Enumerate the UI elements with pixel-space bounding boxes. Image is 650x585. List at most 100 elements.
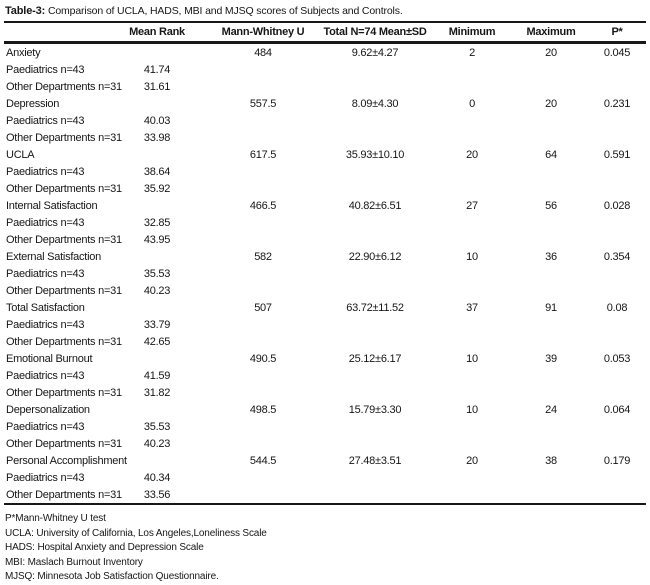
mean-rank-cell — [108, 95, 206, 112]
empty-cell — [588, 265, 646, 282]
table-row-subgroup: Other Departments n=31 43.95 — [4, 231, 646, 248]
empty-cell — [588, 231, 646, 248]
empty-cell — [588, 435, 646, 452]
mann-whitney-u-value: 490.5 — [249, 352, 277, 365]
empty-cell — [430, 469, 514, 486]
empty-cell — [206, 231, 320, 248]
empty-cell — [430, 112, 514, 129]
empty-cell — [430, 78, 514, 95]
empty-cell — [514, 418, 588, 435]
mean-rank-value: 35.53 — [143, 267, 171, 280]
subgroup-label: Other Departments n=31 — [6, 335, 122, 348]
mean-sd-value: 9.62±4.27 — [351, 46, 399, 59]
mean-sd-value: 35.93±10.10 — [345, 148, 405, 161]
p-value: 0.064 — [603, 403, 631, 416]
column-header-minimum: Minimum — [430, 22, 514, 44]
maximum-value: 20 — [545, 46, 557, 59]
mean-sd-value: 27.48±3.51 — [348, 454, 402, 467]
table-row-variable: Emotional Burnout 490.5 25.12±6.17 10 39 0.05… — [4, 350, 646, 367]
mean-rank-value: 33.56 — [143, 488, 171, 501]
table-row-variable: UCLA 617.5 35.93±10.10 20 64 0.591 — [4, 146, 646, 163]
mean-sd-value: 8.09±4.30 — [351, 97, 399, 110]
mean-rank-value: 43.95 — [143, 233, 171, 246]
variable-name: Internal Satisfaction — [6, 199, 98, 212]
mann-whitney-u-value: 466.5 — [249, 199, 277, 212]
empty-cell — [514, 367, 588, 384]
mean-rank-value: 40.34 — [143, 471, 171, 484]
table-row-variable: Anxiety 484 9.62±4.27 2 20 0.045 — [4, 43, 646, 62]
mean-sd-value: 22.90±6.12 — [348, 250, 402, 263]
mean-rank-cell — [108, 401, 206, 418]
empty-cell — [430, 231, 514, 248]
subgroup-label: Other Departments n=31 — [6, 131, 122, 144]
empty-cell — [430, 163, 514, 180]
table-row-subgroup: Other Departments n=31 33.56 — [4, 486, 646, 504]
empty-cell — [430, 435, 514, 452]
table-row-subgroup: Paediatrics n=43 41.74 — [4, 61, 646, 78]
empty-cell — [514, 129, 588, 146]
mann-whitney-u-value: 498.5 — [249, 403, 277, 416]
variable-name: Anxiety — [6, 46, 41, 59]
table-row-subgroup: Paediatrics n=43 35.53 — [4, 265, 646, 282]
variable-name: Emotional Burnout — [6, 352, 93, 365]
mean-rank-cell — [108, 248, 206, 265]
empty-cell — [514, 265, 588, 282]
empty-cell — [320, 282, 430, 299]
empty-cell — [514, 282, 588, 299]
variable-name: Personal Accomplishment — [6, 454, 127, 467]
mean-rank-value: 38.64 — [143, 165, 171, 178]
table-header-row: Mean Rank Mann-Whitney U Total N=74 Mean±S… — [4, 22, 646, 44]
table-caption: Table-3: Comparison of UCLA, HADS, MBI a… — [4, 2, 646, 21]
empty-cell — [206, 78, 320, 95]
minimum-value: 10 — [466, 250, 478, 263]
table-row-subgroup: Paediatrics n=43 33.79 — [4, 316, 646, 333]
subgroup-label: Paediatrics n=43 — [6, 471, 85, 484]
p-value: 0.053 — [603, 352, 631, 365]
table-row-subgroup: Other Departments n=31 31.82 — [4, 384, 646, 401]
minimum-value: 27 — [466, 199, 478, 212]
empty-cell — [588, 112, 646, 129]
empty-cell — [588, 316, 646, 333]
footnote: P*Mann-Whitney U test — [5, 513, 106, 524]
empty-cell — [206, 163, 320, 180]
empty-cell — [206, 486, 320, 504]
mean-rank-value: 32.85 — [143, 216, 171, 229]
maximum-value: 20 — [545, 97, 557, 110]
footnote: MBI: Maslach Burnout Inventory — [5, 556, 143, 568]
mean-rank-cell — [108, 43, 206, 62]
mean-rank-value: 40.03 — [143, 114, 171, 127]
empty-cell — [206, 384, 320, 401]
maximum-value: 38 — [545, 454, 557, 467]
maximum-value: 56 — [545, 199, 557, 212]
empty-cell — [206, 112, 320, 129]
empty-cell — [514, 78, 588, 95]
empty-cell — [514, 486, 588, 504]
minimum-value: 10 — [466, 352, 478, 365]
empty-cell — [320, 435, 430, 452]
table-row-subgroup: Paediatrics n=43 35.53 — [4, 418, 646, 435]
subgroup-label: Other Departments n=31 — [6, 437, 122, 450]
empty-cell — [430, 282, 514, 299]
empty-cell — [206, 129, 320, 146]
empty-cell — [206, 333, 320, 350]
table-row-subgroup: Other Departments n=31 31.61 — [4, 78, 646, 95]
p-value: 0.08 — [606, 301, 628, 314]
subgroup-label: Other Departments n=31 — [6, 233, 122, 246]
empty-cell — [320, 418, 430, 435]
table-row-variable: Depersonalization 498.5 15.79±3.30 10 24 0.06… — [4, 401, 646, 418]
empty-cell — [320, 78, 430, 95]
table-row-subgroup: Paediatrics n=43 41.59 — [4, 367, 646, 384]
empty-cell — [430, 265, 514, 282]
empty-cell — [430, 61, 514, 78]
subgroup-label: Other Departments n=31 — [6, 182, 122, 195]
mean-rank-value: 33.79 — [143, 318, 171, 331]
empty-cell — [320, 231, 430, 248]
empty-cell — [514, 112, 588, 129]
mean-rank-value: 31.61 — [143, 80, 171, 93]
mean-sd-value: 25.12±6.17 — [348, 352, 402, 365]
variable-name: UCLA — [6, 148, 35, 161]
empty-cell — [430, 316, 514, 333]
mann-whitney-u-value: 484 — [254, 46, 272, 59]
maximum-value: 39 — [545, 352, 557, 365]
